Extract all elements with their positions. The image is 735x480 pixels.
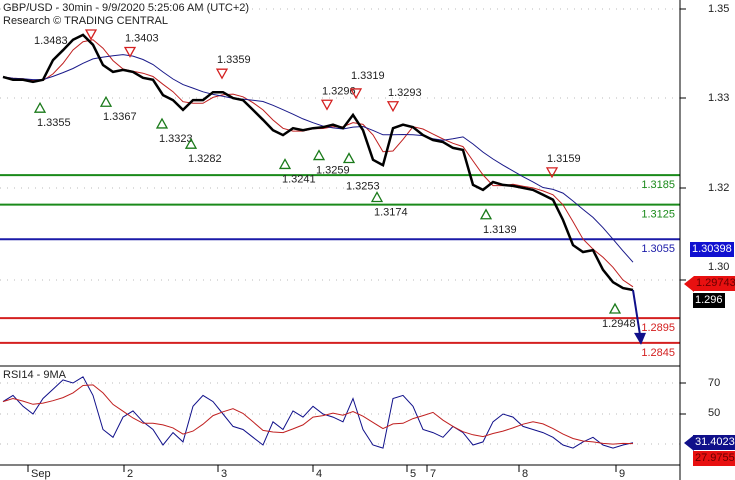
price-line bbox=[2, 33, 634, 292]
buy-triangle-icon bbox=[155, 117, 169, 129]
level-label: 1.3055 bbox=[641, 243, 675, 255]
moving-averages bbox=[2, 39, 634, 288]
marker-label: 1.3241 bbox=[282, 173, 316, 185]
marker-label: 1.3293 bbox=[388, 87, 422, 99]
marker-label: 1.3259 bbox=[316, 165, 350, 177]
x-tick-label: 7 bbox=[430, 468, 436, 480]
sell-triangle-icon bbox=[545, 167, 559, 179]
level-label: 1.2895 bbox=[641, 322, 675, 334]
chart-title: GBP/USD - 30min - 9/9/2020 5:25:06 AM (U… bbox=[3, 2, 250, 14]
sell-triangle-icon bbox=[84, 29, 98, 41]
grid bbox=[0, 8, 686, 445]
rsi-title: RSI14 - 9MA bbox=[3, 369, 66, 381]
marker-label: 1.3174 bbox=[374, 206, 408, 218]
sell-triangle-icon bbox=[123, 46, 137, 58]
marker-label: 1.2948 bbox=[602, 318, 636, 330]
price-label-1: 1.35 bbox=[708, 3, 730, 15]
rsi-ma-line bbox=[2, 384, 634, 445]
rsi-label-70: 70 bbox=[708, 377, 721, 389]
x-tick-label: 4 bbox=[316, 468, 322, 480]
x-tick-label: Sep bbox=[31, 468, 51, 480]
buy-triangle-icon bbox=[479, 208, 493, 220]
rsi-pointer-icon bbox=[684, 435, 694, 451]
rsi-label-50: 50 bbox=[708, 407, 721, 419]
sell-triangle-icon bbox=[215, 68, 229, 80]
marker-label: 1.3359 bbox=[217, 54, 251, 66]
sell-triangle-icon bbox=[349, 88, 363, 100]
marker-label: 1.3139 bbox=[483, 224, 517, 236]
marker-label: 1.3282 bbox=[188, 153, 222, 165]
price-pointer-icon bbox=[684, 276, 694, 292]
price-label-3: 1.32 bbox=[708, 182, 730, 194]
x-tick-label: 2 bbox=[127, 468, 133, 480]
rsi-line bbox=[2, 376, 634, 449]
buy-triangle-icon bbox=[312, 149, 326, 161]
rsi-value-badge: 31.4023 bbox=[693, 435, 735, 450]
chart-subtitle: Research © TRADING CENTRAL bbox=[3, 15, 168, 27]
marker-label: 1.3355 bbox=[37, 117, 71, 129]
level-label: 1.2845 bbox=[641, 347, 675, 359]
levels: 1.3185 1.3125 1.3055 1.2895 1.2845 bbox=[0, 174, 680, 359]
marker-label: 1.3159 bbox=[547, 153, 581, 165]
marker-label: 1.3403 bbox=[125, 32, 159, 44]
x-tick-label: 3 bbox=[221, 468, 227, 480]
marker-label: 1.3319 bbox=[351, 70, 385, 82]
buy-triangle-icon bbox=[608, 302, 622, 314]
last-price-red-badge: 1.29743 bbox=[694, 276, 735, 291]
slow-ma-line bbox=[2, 54, 634, 263]
buy-triangle-icon bbox=[99, 95, 113, 107]
level-label: 1.3125 bbox=[641, 209, 675, 221]
x-tick-label: 5 bbox=[410, 468, 416, 480]
forecast-arrow-icon bbox=[634, 332, 646, 345]
marker-label: 1.3323 bbox=[159, 133, 193, 145]
buy-triangle-icon bbox=[33, 101, 47, 113]
forecast-arrow-line bbox=[632, 289, 641, 336]
sell-triangle-icon bbox=[386, 101, 400, 113]
rsi-ma-badge: 27.9755 bbox=[693, 451, 735, 466]
last-price-black-badge: 1.296 bbox=[693, 293, 725, 308]
level-label: 1.3185 bbox=[641, 179, 675, 191]
price-series bbox=[2, 33, 646, 345]
x-tick-label: 8 bbox=[522, 468, 528, 480]
marker-label: 1.3483 bbox=[34, 35, 68, 47]
marker-label: 1.3253 bbox=[346, 181, 380, 193]
price-label-2: 1.33 bbox=[708, 92, 730, 104]
buy-triangle-icon bbox=[370, 191, 384, 203]
marker-label: 1.3296 bbox=[322, 85, 356, 97]
pivot-price-badge: 1.30398 bbox=[690, 242, 734, 257]
rsi-panel bbox=[2, 376, 634, 449]
price-label-4: 1.30 bbox=[708, 261, 730, 273]
buy-triangle-icon bbox=[278, 158, 292, 170]
fast-ma-line bbox=[2, 39, 634, 288]
sell-triangle-icon bbox=[320, 99, 334, 111]
marker-label: 1.3367 bbox=[103, 111, 137, 123]
x-tick-label: 9 bbox=[619, 468, 625, 480]
buy-triangle-icon bbox=[184, 137, 198, 149]
x-ticks: Sep 2 3 4 5 7 8 9 bbox=[27, 465, 625, 480]
buy-triangle-icon bbox=[342, 152, 356, 164]
